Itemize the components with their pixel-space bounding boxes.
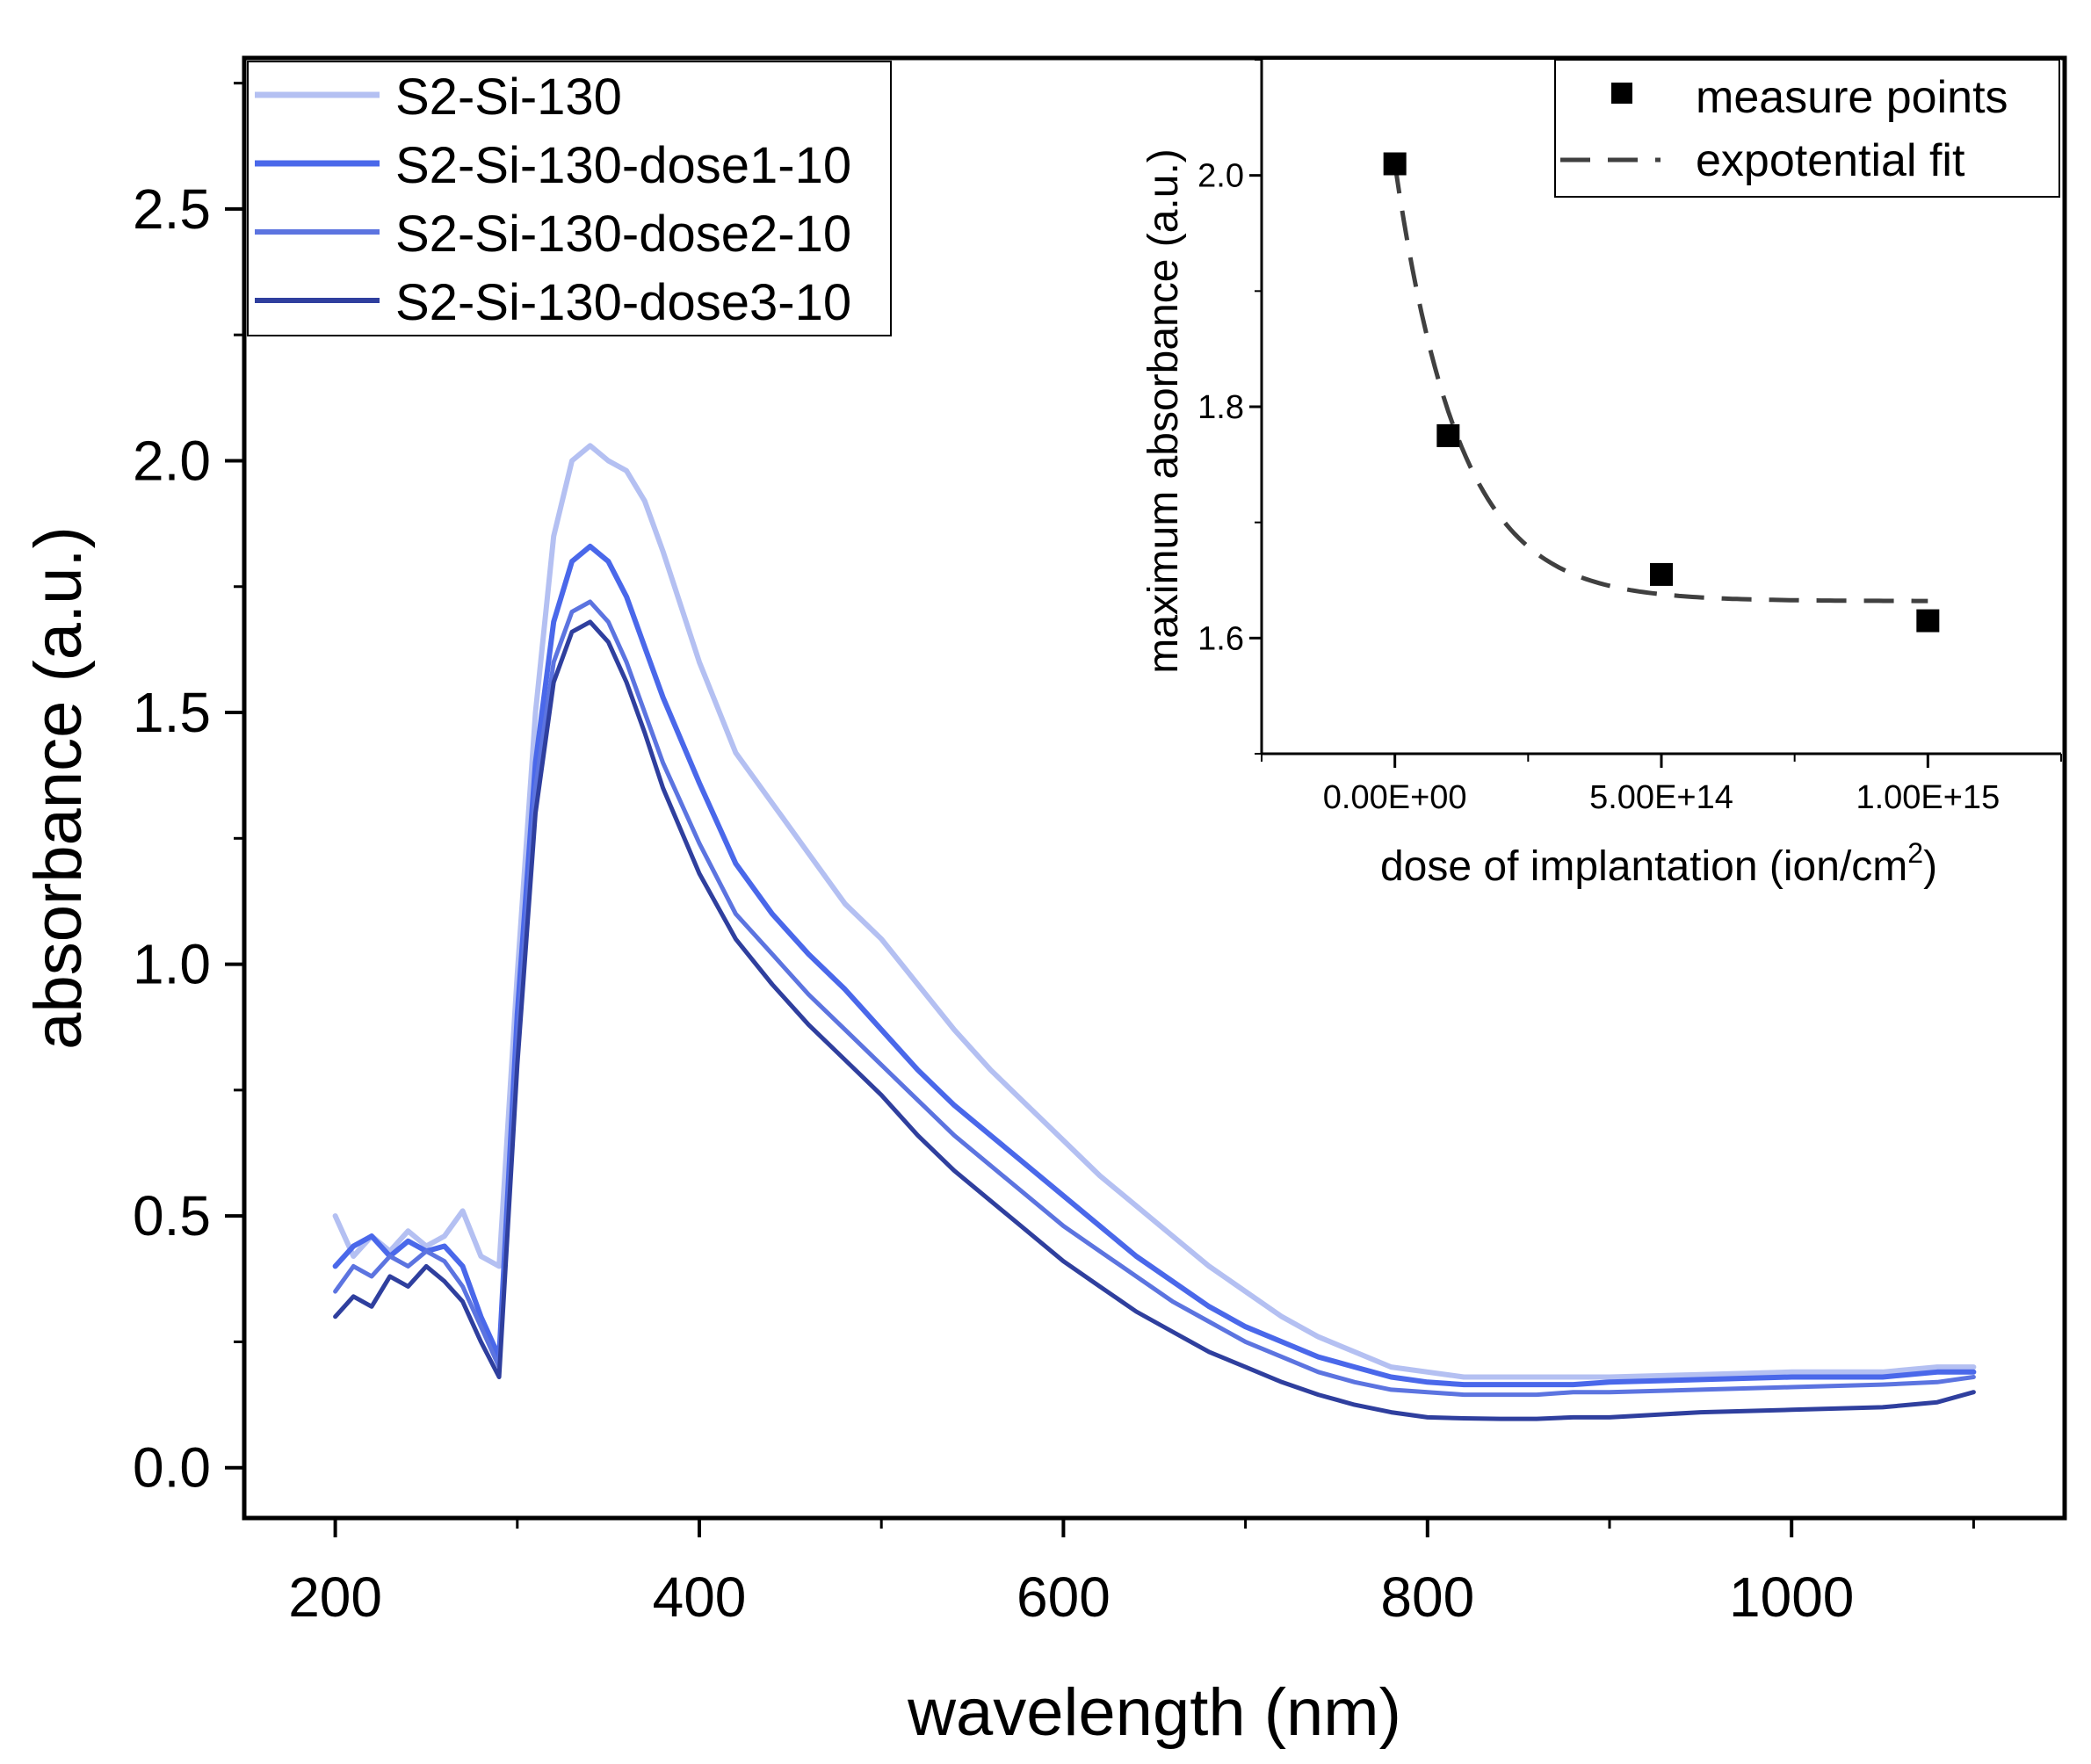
inset-x-tick-label: 5.00E+14 <box>1589 779 1733 816</box>
main-plot: 200 400 600 800 1000 0.0 0.5 1.0 1.5 2.0 2.5 wave… <box>21 55 2067 1750</box>
inset-measure-point <box>1916 609 1940 633</box>
y-tick-label: 0.5 <box>133 1184 211 1247</box>
inset-x-axis-title: dose of implantation (ion/cm2) <box>1380 837 1937 890</box>
main-legend: S2-Si-130 S2-Si-130-dose1-10 S2-Si-130-d… <box>247 61 892 336</box>
legend-entry-s2-si-130: S2-Si-130 <box>255 69 622 126</box>
legend-entry-dose2: S2-Si-130-dose2-10 <box>255 206 851 263</box>
x-tick-label: 200 <box>288 1565 382 1629</box>
inset-legend-marker-square <box>1611 83 1632 104</box>
inset-fit-curve-group <box>1393 163 1928 604</box>
series-line-3 <box>333 599 1976 1398</box>
y-tick-label: 0.0 <box>133 1436 211 1500</box>
inset-x-axis-title-superscript: 2 <box>1907 837 1923 869</box>
legend-entry-dose3: S2-Si-130-dose3-10 <box>255 274 851 331</box>
main-x-axis: 200 400 600 800 1000 <box>288 1518 1975 1629</box>
y-tick-label: 2.5 <box>133 177 211 241</box>
legend-label-dose2: S2-Si-130-dose2-10 <box>395 206 851 263</box>
inset-fit-curve <box>1393 163 1928 604</box>
main-plot-frame <box>242 55 2067 1521</box>
inset-y-tick-label: 1.6 <box>1197 620 1244 657</box>
series-line-2 <box>332 543 1977 1388</box>
main-series-group <box>332 443 1977 1421</box>
inset-x-axis-title-main: dose of implantation (ion/cm <box>1380 843 1907 890</box>
legend-entry-dose1: S2-Si-130-dose1-10 <box>255 137 851 194</box>
inset-y-axis-title: maximum absorbance (a.u.) <box>1140 148 1187 674</box>
main-y-axis-title: absorbance (a.u.) <box>21 526 96 1050</box>
inset-measure-point <box>1650 562 1673 586</box>
series-line-1 <box>332 443 1977 1380</box>
inset-legend-label-fit: expotential fit <box>1696 135 1965 186</box>
legend-label-s2-si-130: S2-Si-130 <box>395 69 622 126</box>
x-tick-label: 400 <box>653 1565 747 1629</box>
inset-measure-point <box>1383 152 1407 176</box>
main-legend-box <box>247 61 892 336</box>
inset-legend-label-points: measure points <box>1696 72 2008 123</box>
inset-x-tick-label: 1.00E+15 <box>1856 779 2000 816</box>
main-x-axis-title: wavelength (nm) <box>907 1675 1401 1750</box>
inset-measure-point <box>1436 423 1460 447</box>
inset-legend-box <box>1554 59 2060 198</box>
inset-x-axis-title-end: ) <box>1923 843 1937 890</box>
y-tick-label: 2.0 <box>133 429 211 492</box>
x-tick-label: 600 <box>1017 1565 1111 1629</box>
inset-x-axis: 0.00E+00 5.00E+14 1.00E+15 <box>1261 754 2062 816</box>
y-tick-label: 1.0 <box>133 933 211 996</box>
inset-x-tick-label: 0.00E+00 <box>1323 779 1467 816</box>
x-tick-label: 800 <box>1380 1565 1474 1629</box>
inset-y-axis: 1.6 1.8 2.0 <box>1197 59 1262 755</box>
legend-label-dose1: S2-Si-130-dose1-10 <box>395 137 851 194</box>
inset-y-tick-label: 2.0 <box>1197 158 1244 195</box>
legend-label-dose3: S2-Si-130-dose3-10 <box>395 274 851 331</box>
main-y-axis: 0.0 0.5 1.0 1.5 2.0 2.5 <box>133 82 244 1500</box>
inset-legend: measure points expotential fit <box>1554 59 2060 198</box>
inset-y-tick-label: 1.8 <box>1197 389 1244 426</box>
inset-points-group <box>1383 152 1940 633</box>
series-line-4 <box>333 619 1976 1421</box>
y-tick-label: 1.5 <box>133 681 211 744</box>
x-tick-label: 1000 <box>1729 1565 1854 1629</box>
